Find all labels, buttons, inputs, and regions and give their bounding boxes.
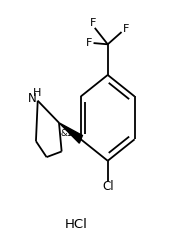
Text: H: H xyxy=(33,88,41,98)
Text: Cl: Cl xyxy=(102,180,114,193)
Text: HCl: HCl xyxy=(64,218,87,231)
Polygon shape xyxy=(59,123,82,143)
Text: F: F xyxy=(123,24,129,34)
Text: F: F xyxy=(86,38,93,48)
Text: &1: &1 xyxy=(61,128,73,138)
Text: N: N xyxy=(28,92,37,105)
Text: F: F xyxy=(90,18,96,29)
